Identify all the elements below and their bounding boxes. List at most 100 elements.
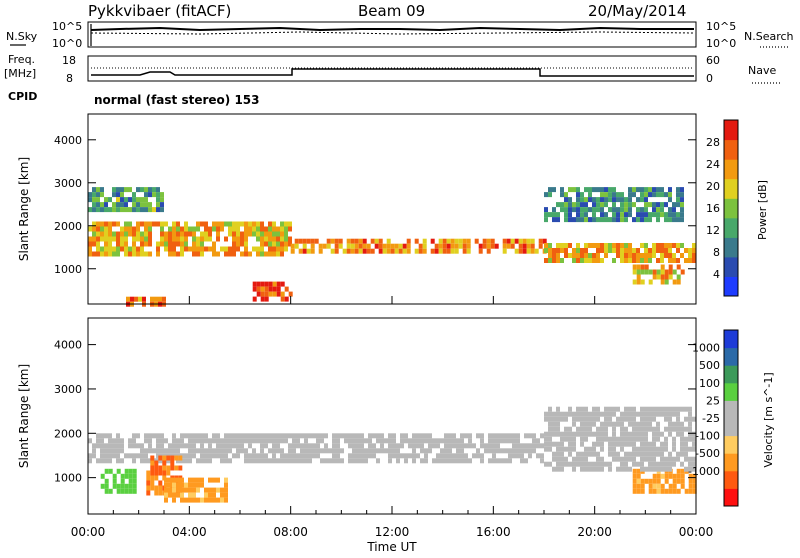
velocity-cell (132, 468, 137, 474)
power-cell (104, 207, 108, 213)
velocity-cell (146, 480, 151, 486)
power-cell (478, 248, 483, 254)
power-cell (668, 274, 673, 280)
velocity-colorbar-frame (723, 329, 739, 507)
power-cell (568, 197, 572, 203)
velocity-cell (424, 438, 428, 444)
power-cell (386, 243, 391, 249)
power-cell (584, 202, 588, 208)
velocity-cell (668, 473, 673, 479)
velocity-cell (564, 456, 568, 462)
velocity-cell (376, 458, 380, 464)
velocity-cell (252, 458, 256, 464)
velocity-cell (592, 446, 596, 452)
power-cell (88, 236, 92, 242)
velocity-cell (508, 438, 512, 444)
power-cell (386, 238, 391, 244)
power-cell (414, 248, 419, 254)
power-cell (676, 279, 681, 285)
velocity-cell (160, 458, 164, 464)
velocity-cell (228, 458, 232, 464)
power-cell (208, 246, 212, 252)
velocity-cell (184, 487, 188, 493)
velocity-cell (564, 461, 568, 467)
power-cell (676, 217, 680, 223)
velocity-cell (192, 443, 196, 449)
power-cell (620, 202, 624, 208)
velocity-cell (620, 416, 624, 422)
power-cell (244, 241, 248, 247)
power-cell (224, 236, 228, 242)
power-cell (580, 253, 584, 258)
velocity-cell (162, 470, 167, 476)
velocity-cell (448, 438, 452, 444)
velocity-cell (452, 453, 456, 459)
power-cell (354, 243, 359, 249)
velocity-cell (680, 468, 685, 474)
velocity-cell (460, 438, 464, 444)
power-cell (108, 251, 112, 257)
velocity-cell (684, 441, 688, 447)
velocity-cell (540, 458, 544, 464)
power-cell (168, 231, 172, 237)
velocity-cell (680, 426, 684, 432)
power-cell (556, 202, 560, 208)
power-cell (608, 192, 612, 198)
power-cell (136, 221, 140, 227)
nsky-label: N.Sky (6, 30, 38, 43)
velocity-cell (228, 438, 232, 444)
power-cell (96, 221, 100, 227)
power-colorbar-swatch (724, 256, 738, 277)
velocity-cell (164, 492, 168, 498)
velocity-cell (596, 411, 600, 417)
velocity-cell (692, 416, 696, 422)
velocity-cell (632, 451, 636, 457)
power-cell (268, 291, 273, 297)
velocity-cell (596, 461, 600, 467)
velocity-cell (660, 461, 664, 467)
velocity-cell (688, 478, 693, 484)
velocity-cell (672, 446, 676, 452)
velocity-cell (636, 488, 641, 494)
velocity-cell (256, 433, 260, 439)
velocity-cell (676, 416, 680, 422)
power-cell (140, 236, 144, 242)
power-cell (200, 251, 204, 257)
power-cell (660, 274, 665, 280)
power-cell (640, 217, 644, 223)
power-cell (644, 197, 648, 203)
velocity-cell (456, 443, 460, 449)
velocity-cell (168, 487, 172, 493)
power-cell (592, 202, 596, 208)
velocity-cell (624, 441, 628, 447)
power-cell (276, 281, 281, 287)
power-cell (612, 258, 616, 263)
power-cell (572, 253, 576, 258)
velocity-cell (108, 433, 112, 439)
velocity-cell (100, 438, 104, 444)
velocity-cell (560, 431, 564, 437)
power-cell (648, 217, 652, 223)
power-cell (220, 246, 224, 252)
power-cell (248, 221, 252, 227)
velocity-cell (132, 433, 136, 439)
velocity-cell (128, 468, 133, 474)
power-cell (604, 248, 608, 253)
power-cell (160, 231, 164, 237)
power-cell (196, 251, 200, 257)
velocity-cell (604, 426, 608, 432)
velocity-cell (136, 453, 140, 459)
velocity-cell (596, 431, 600, 437)
power-cell (160, 197, 164, 203)
velocity-cell (616, 466, 620, 472)
velocity-cell (436, 438, 440, 444)
velocity-cell (272, 443, 276, 449)
power-cell (150, 296, 154, 302)
power-cell (572, 258, 576, 263)
velocity-cell (668, 461, 672, 467)
power-cell (530, 248, 535, 254)
power-cell (124, 246, 128, 252)
velocity-cell (224, 443, 228, 449)
power-cell (240, 231, 244, 237)
velocity-cell (580, 436, 584, 442)
